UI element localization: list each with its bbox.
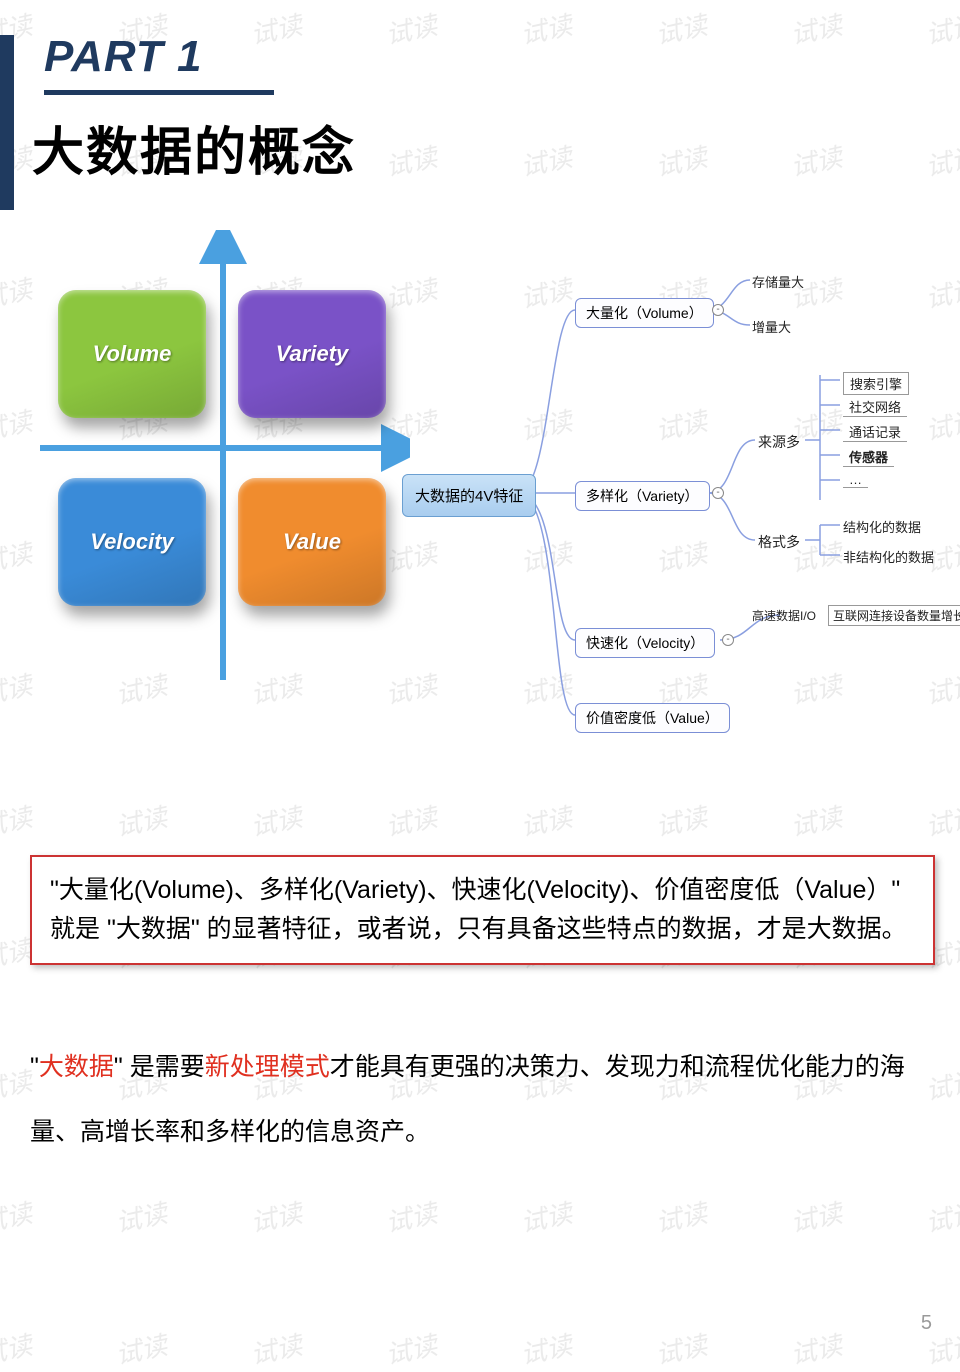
watermark: 试读 bbox=[652, 1193, 711, 1240]
watermark: 试读 bbox=[922, 5, 960, 52]
mindmap: 大数据的4V特征 大量化（Volume） - 存储量大 增量大 多样化（Vari… bbox=[400, 230, 960, 790]
leaf-devices: 互联网连接设备数量增长 bbox=[828, 605, 960, 626]
mindmap-node-variety: 多样化（Variety） bbox=[575, 481, 710, 511]
watermark: 试读 bbox=[787, 137, 846, 184]
collapse-icon: - bbox=[712, 487, 724, 499]
watermark: 试读 bbox=[517, 1325, 576, 1372]
watermark: 试读 bbox=[652, 1325, 711, 1372]
leaf-search: 搜索引擎 bbox=[843, 372, 909, 395]
mindmap-node-velocity: 快速化（Velocity） bbox=[575, 628, 715, 658]
watermark: 试读 bbox=[652, 137, 711, 184]
watermark: 试读 bbox=[112, 797, 171, 844]
watermark: 试读 bbox=[382, 1193, 441, 1240]
mindmap-node-value: 价值密度低（Value） bbox=[575, 703, 730, 733]
watermark: 试读 bbox=[517, 137, 576, 184]
leaf-sensor: 传感器 bbox=[843, 447, 894, 467]
watermark: 试读 bbox=[382, 137, 441, 184]
part-label: PART 1 bbox=[44, 32, 202, 82]
watermark: 试读 bbox=[247, 1193, 306, 1240]
watermark: 试读 bbox=[787, 1325, 846, 1372]
accent-bar bbox=[0, 35, 14, 210]
watermark: 试读 bbox=[0, 269, 35, 316]
def-red-mode: 新处理模式 bbox=[205, 1053, 330, 1081]
leaf-social: 社交网络 bbox=[843, 397, 907, 417]
watermark: 试读 bbox=[922, 137, 960, 184]
leaf-increment: 增量大 bbox=[752, 317, 791, 336]
watermark: 试读 bbox=[0, 1193, 35, 1240]
collapse-icon: - bbox=[712, 304, 724, 316]
leaf-structured: 结构化的数据 bbox=[843, 517, 921, 536]
subgroup-source: 来源多 bbox=[758, 432, 800, 452]
watermark: 试读 bbox=[247, 1325, 306, 1372]
watermark: 试读 bbox=[652, 5, 711, 52]
leaf-etc: … bbox=[843, 472, 868, 488]
def-red-bigdata: 大数据 bbox=[39, 1053, 114, 1081]
watermark: 试读 bbox=[787, 5, 846, 52]
watermark: 试读 bbox=[0, 1325, 35, 1372]
definition-text: "大数据" 是需要新处理模式才能具有更强的决策力、发现力和流程优化能力的海量、高… bbox=[30, 1035, 950, 1165]
watermark: 试读 bbox=[247, 797, 306, 844]
quadrant-box-value: Value bbox=[238, 478, 386, 606]
quadrant-box-variety: Variety bbox=[238, 290, 386, 418]
watermark: 试读 bbox=[517, 797, 576, 844]
leaf-highspeed-io: 高速数据I/O bbox=[752, 607, 816, 624]
watermark: 试读 bbox=[0, 533, 35, 580]
quadrant-diagram: VolumeVarietyVelocityValue bbox=[40, 230, 410, 690]
part-underline bbox=[44, 90, 274, 95]
watermark: 试读 bbox=[112, 1325, 171, 1372]
watermark: 试读 bbox=[652, 797, 711, 844]
watermark: 试读 bbox=[382, 1325, 441, 1372]
def-mid1: " 是需要 bbox=[114, 1053, 205, 1081]
watermark: 试读 bbox=[517, 5, 576, 52]
leaf-storage: 存储量大 bbox=[752, 272, 804, 291]
watermark: 试读 bbox=[382, 797, 441, 844]
watermark: 试读 bbox=[247, 5, 306, 52]
mindmap-root: 大数据的4V特征 bbox=[402, 474, 536, 517]
page-number: 5 bbox=[921, 1312, 932, 1335]
leaf-unstructured: 非结构化的数据 bbox=[843, 547, 934, 566]
watermark: 试读 bbox=[922, 1193, 960, 1240]
def-quote: " bbox=[30, 1053, 39, 1081]
collapse-icon: - bbox=[722, 634, 734, 646]
quadrant-box-velocity: Velocity bbox=[58, 478, 206, 606]
subgroup-format: 格式多 bbox=[758, 532, 800, 552]
mindmap-node-volume: 大量化（Volume） bbox=[575, 298, 714, 328]
watermark: 试读 bbox=[112, 1193, 171, 1240]
leaf-call: 通话记录 bbox=[843, 422, 907, 442]
quadrant-box-volume: Volume bbox=[58, 290, 206, 418]
watermark: 试读 bbox=[0, 401, 35, 448]
watermark: 试读 bbox=[0, 797, 35, 844]
watermark: 试读 bbox=[922, 797, 960, 844]
watermark: 试读 bbox=[517, 1193, 576, 1240]
watermark: 试读 bbox=[787, 797, 846, 844]
summary-box: "大量化(Volume)、多样化(Variety)、快速化(Velocity)、… bbox=[30, 855, 935, 965]
watermark: 试读 bbox=[382, 5, 441, 52]
watermark: 试读 bbox=[787, 1193, 846, 1240]
watermark: 试读 bbox=[0, 665, 35, 712]
page-title: 大数据的概念 bbox=[32, 110, 356, 185]
